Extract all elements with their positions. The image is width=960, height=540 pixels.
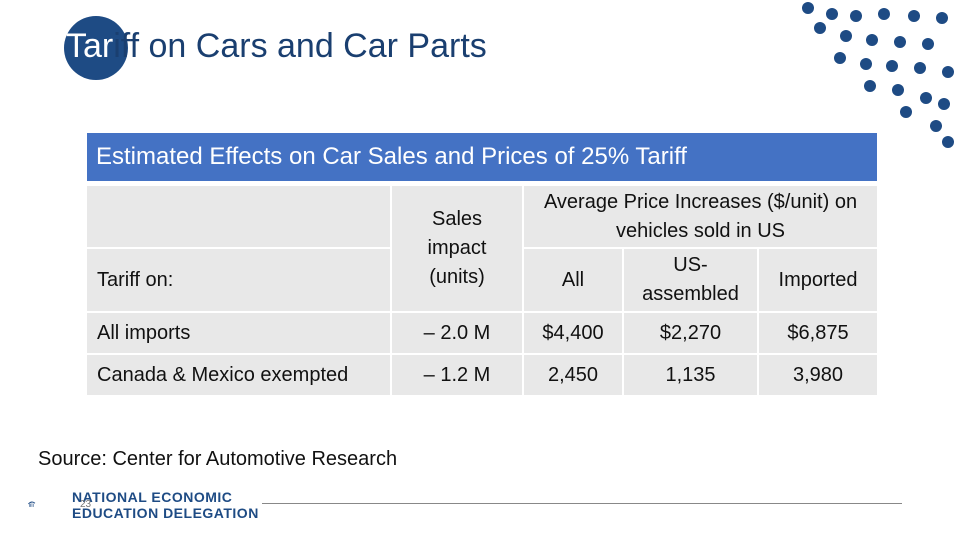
column-tariff-header: Tariff on: (87, 249, 390, 311)
column-sales-header: Sales impact (units) (392, 186, 522, 311)
slide-title-highlight: Tar (66, 27, 114, 65)
row-all: $4,400 (524, 313, 622, 353)
footer-divider (262, 503, 902, 504)
column-us-header: US-assembled (624, 249, 757, 311)
column-us-label: US-assembled (642, 254, 739, 305)
column-tariff-label: Tariff on: (97, 268, 174, 291)
table-header-blank (87, 186, 390, 247)
row-imported: 3,980 (759, 355, 877, 395)
row-sales: – 1.2 M (392, 355, 522, 395)
column-imported-label: Imported (778, 268, 858, 291)
logo-line1: NATIONAL ECONOMIC (72, 489, 233, 505)
row-label: All imports (87, 313, 390, 353)
source-note: Source: Center for Automotive Research (38, 448, 398, 470)
row-label: Canada & Mexico exempted (87, 355, 390, 395)
decorative-dot-pattern (802, 2, 954, 148)
column-all-label: All (561, 268, 585, 291)
column-sales-label: Sales impact (units) (427, 208, 487, 288)
row-us: $2,270 (624, 313, 757, 353)
column-imported-header: Imported (759, 249, 877, 311)
logo-line2: EDUCATION DELEGATION (72, 505, 259, 521)
logo-wordmark: NATIONAL ECONOMIC EDUCATION DELEGATION (72, 489, 259, 521)
column-all-header: All (524, 249, 622, 311)
slide-title-rest: iff on Cars and Car Parts (113, 27, 487, 65)
slide-title: Tariff on Cars and Car Parts (66, 24, 487, 68)
column-price-group-label: Average Price Increases ($/unit) on vehi… (543, 190, 858, 242)
logo-mark-icon (28, 501, 36, 507)
title-accent-circle (64, 16, 128, 80)
row-all: 2,450 (524, 355, 622, 395)
row-imported: $6,875 (759, 313, 877, 353)
column-price-group-header: Average Price Increases ($/unit) on vehi… (524, 186, 877, 247)
row-sales: – 2.0 M (392, 313, 522, 353)
row-us: 1,135 (624, 355, 757, 395)
table-header: Estimated Effects on Car Sales and Price… (87, 133, 877, 181)
page-number: 23 (80, 499, 92, 510)
